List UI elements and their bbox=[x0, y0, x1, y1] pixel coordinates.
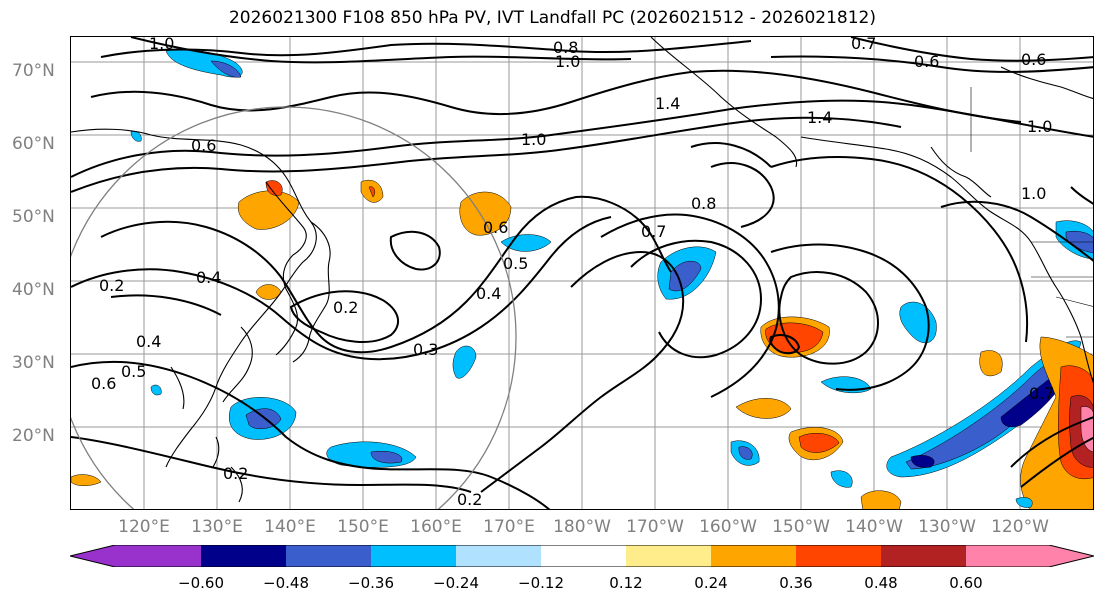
lon-label-140e: 140°E bbox=[264, 517, 316, 537]
lat-label-30: 30°N bbox=[12, 353, 55, 373]
lat-label-60: 60°N bbox=[12, 134, 55, 154]
contour-label: 0.3 bbox=[413, 340, 438, 359]
colorbar-tick: 0.12 bbox=[609, 574, 643, 592]
lon-label-150w: 150°W bbox=[772, 517, 830, 537]
colorbar-swatch bbox=[796, 545, 881, 567]
borders bbox=[970, 87, 1093, 338]
contour-label: 0.4 bbox=[196, 268, 221, 287]
lon-label-160e: 160°E bbox=[410, 517, 462, 537]
lon-label-140w: 140°W bbox=[845, 517, 903, 537]
contour-label: 1.4 bbox=[807, 108, 832, 127]
contour-label: 0.8 bbox=[691, 194, 716, 213]
lat-label-40: 40°N bbox=[12, 280, 55, 300]
lat-label-70: 70°N bbox=[12, 61, 55, 81]
lon-label-120w: 120°W bbox=[991, 517, 1049, 537]
colorbar-extend-low bbox=[70, 545, 115, 567]
map-title: 2026021300 F108 850 hPa PV, IVT Landfall… bbox=[228, 8, 876, 28]
colorbar-tick: −0.24 bbox=[433, 574, 479, 592]
contour-label: 0.5 bbox=[121, 362, 146, 381]
contour-labels: 1.0 0.8 1.0 0.7 0.6 0.6 1.4 1.4 1.0 0.6 … bbox=[91, 37, 1054, 509]
map-canvas: 1.0 0.8 1.0 0.7 0.6 0.6 1.4 1.4 1.0 0.6 … bbox=[71, 37, 1093, 509]
colorbar-tick: −0.36 bbox=[348, 574, 394, 592]
contour-label: 0.5 bbox=[503, 254, 528, 273]
contour-label: 0.4 bbox=[136, 332, 161, 351]
colorbar-tick: −0.60 bbox=[178, 574, 224, 592]
contour-label: 0.6 bbox=[914, 52, 939, 71]
pv-contours bbox=[71, 37, 1093, 509]
contour-label: 0.4 bbox=[476, 284, 501, 303]
lat-label-50: 50°N bbox=[12, 207, 55, 227]
contour-label: 0.6 bbox=[483, 218, 508, 237]
contour-label: 0.6 bbox=[91, 374, 116, 393]
lon-label-160w: 160°W bbox=[699, 517, 757, 537]
contour-label: 1.0 bbox=[1027, 117, 1052, 136]
lon-label-130e: 130°E bbox=[191, 517, 243, 537]
colorbar-tick: 0.36 bbox=[779, 574, 813, 592]
colorbar-swatch bbox=[201, 545, 286, 567]
contour-label: 0.7 bbox=[851, 37, 876, 53]
colorbar-swatch bbox=[371, 545, 456, 567]
lon-label-150e: 150°E bbox=[337, 517, 389, 537]
colorbar-tick: 0.60 bbox=[949, 574, 983, 592]
contour-label: 0.6 bbox=[1021, 50, 1046, 69]
colorbar-swatch bbox=[541, 545, 626, 567]
lon-label-170e: 170°E bbox=[483, 517, 535, 537]
colorbar-tick: −0.48 bbox=[263, 574, 309, 592]
colorbar-swatch bbox=[456, 545, 541, 567]
pc-shading bbox=[71, 49, 1093, 509]
lat-label-20: 20°N bbox=[12, 426, 55, 446]
colorbar-swatch bbox=[115, 545, 201, 567]
colorbar-tick: −0.12 bbox=[518, 574, 564, 592]
colorbar-swatch bbox=[286, 545, 371, 567]
colorbar-tick: 0.24 bbox=[694, 574, 728, 592]
colorbar-swatch bbox=[711, 545, 796, 567]
lon-label-180w: 180°W bbox=[553, 517, 611, 537]
lon-label-170w: 170°W bbox=[626, 517, 684, 537]
contour-label: 0.7 bbox=[1029, 384, 1054, 403]
contour-label: 0.2 bbox=[457, 490, 482, 509]
contour-label: 0.7 bbox=[641, 222, 666, 241]
lon-label-120e: 120°E bbox=[118, 517, 170, 537]
colorbar-extend-high bbox=[966, 545, 1094, 567]
colorbar bbox=[70, 545, 1094, 567]
colorbar-swatch bbox=[626, 545, 711, 567]
contour-label: 1.0 bbox=[1021, 184, 1046, 203]
map-panel: 1.0 0.8 1.0 0.7 0.6 0.6 1.4 1.4 1.0 0.6 … bbox=[70, 36, 1094, 510]
contour-label: 0.2 bbox=[223, 464, 248, 483]
contour-label: 0.2 bbox=[99, 276, 124, 295]
contour-label: 0.2 bbox=[333, 298, 358, 317]
contour-label: 1.0 bbox=[149, 37, 174, 53]
colorbar-swatch bbox=[881, 545, 966, 567]
contour-label: 1.4 bbox=[655, 94, 680, 113]
coastlines bbox=[71, 37, 1093, 503]
contour-label: 1.0 bbox=[555, 52, 580, 71]
radius-circle bbox=[71, 106, 517, 509]
contour-label: 0.8 bbox=[553, 38, 578, 57]
contour-label: 1.0 bbox=[521, 130, 546, 149]
lon-label-130w: 130°W bbox=[918, 517, 976, 537]
colorbar-tick: 0.48 bbox=[864, 574, 898, 592]
contour-label: 0.6 bbox=[191, 136, 216, 155]
